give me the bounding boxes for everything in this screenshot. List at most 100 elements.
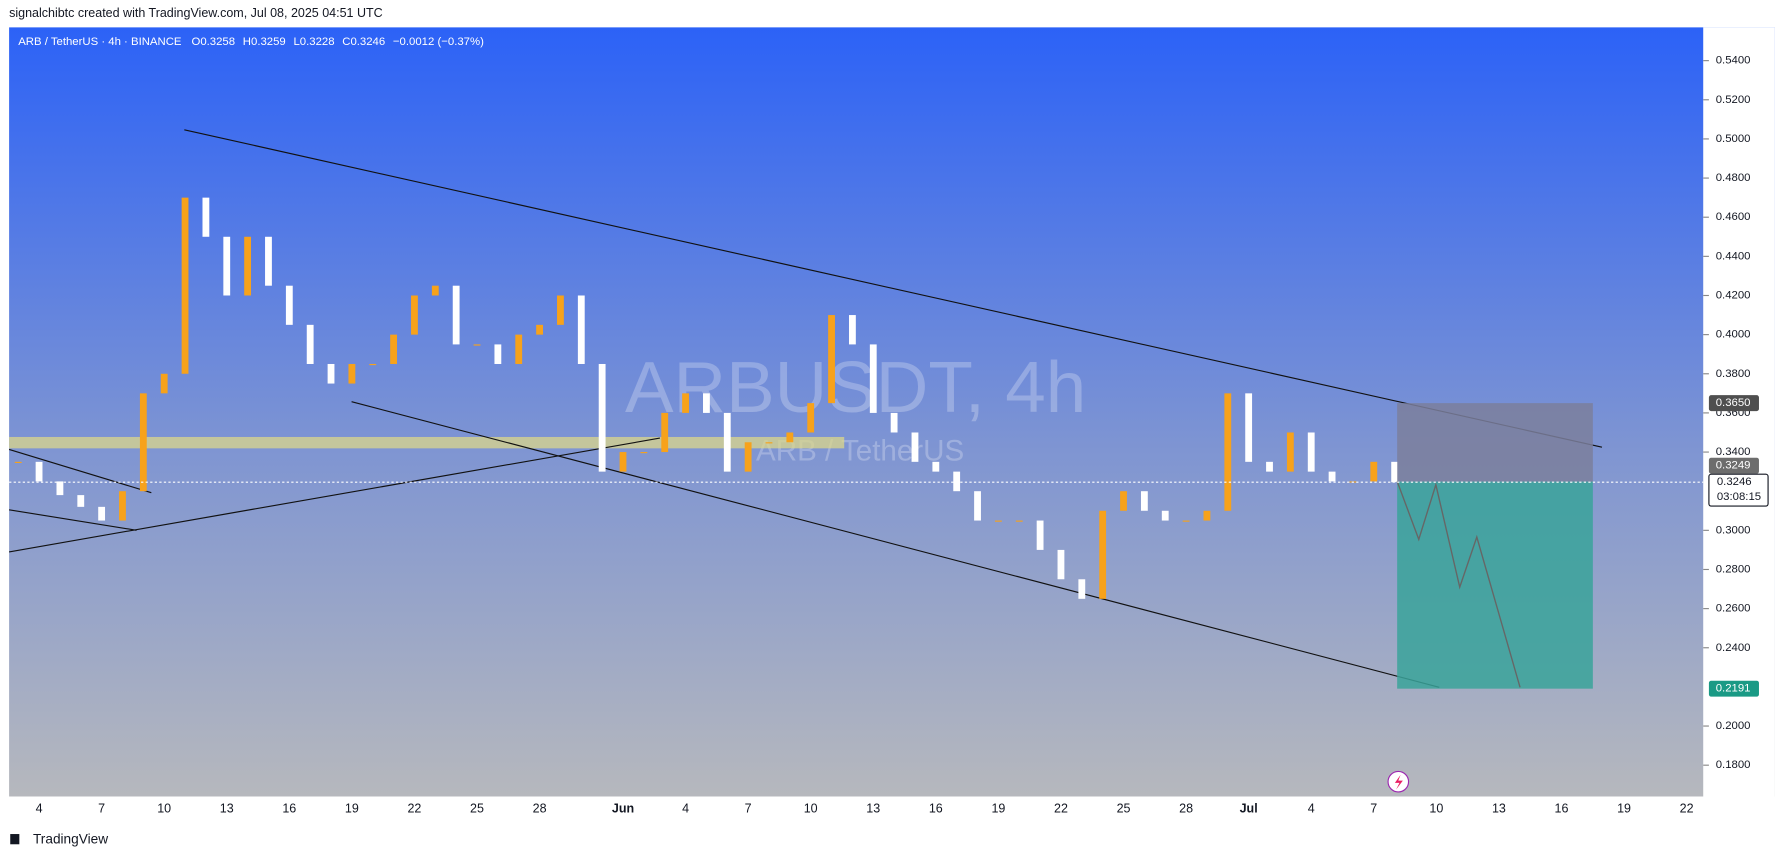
candle: [14, 461, 22, 463]
author-line: signalchibtc created with TradingView.co…: [9, 6, 383, 20]
x-tick-label: 4: [682, 801, 689, 815]
axes: 0.5400 0.5200 0.5000 0.4800 0.4600 0.4400 0.42…: [36, 55, 1769, 815]
x-tick-label: 22: [407, 801, 421, 815]
x-tick-label: Jun: [612, 801, 634, 815]
y-tick-label: 0.3000: [1716, 524, 1751, 536]
candle: [765, 442, 773, 444]
x-tick-label: 25: [470, 801, 484, 815]
x-tick-label: 22: [1054, 801, 1068, 815]
candle: [536, 324, 543, 335]
candle: [244, 236, 252, 296]
stop-zone: [1397, 403, 1593, 482]
candle: [828, 315, 835, 404]
target-zone: [1397, 481, 1593, 689]
x-tick-label: 16: [282, 801, 296, 815]
candle: [202, 197, 210, 237]
x-tick-label: 25: [1117, 801, 1131, 815]
candle: [1078, 579, 1086, 599]
x-tick-label: 10: [157, 801, 171, 815]
candle: [723, 412, 731, 472]
candle: [1015, 520, 1023, 522]
candle: [223, 236, 231, 296]
high: 0.3259: [251, 36, 286, 48]
target-label: 0.2191: [1716, 683, 1751, 695]
candle: [327, 363, 335, 384]
candle: [411, 295, 418, 335]
symbol: ARB / TetherUS · 4h · BINANCE: [18, 36, 182, 48]
time-axis: [9, 796, 1775, 824]
candle: [285, 285, 293, 325]
y-tick-label: 0.4200: [1716, 289, 1751, 301]
price-axis: [1703, 27, 1775, 797]
y-tick-label: 0.4000: [1716, 329, 1751, 341]
y-tick-label: 0.4400: [1716, 250, 1751, 262]
close-label: C: [342, 36, 350, 48]
last-price-label: 0.3246: [1717, 476, 1752, 488]
candle: [661, 412, 669, 453]
x-tick-label: 13: [220, 801, 234, 815]
channel-top: [184, 129, 1603, 448]
close: 0.3246: [350, 36, 385, 48]
candle: [869, 344, 877, 413]
x-tick-label: 7: [745, 801, 752, 815]
x-tick-label: 28: [533, 801, 547, 815]
open: 0.3258: [200, 36, 235, 48]
y-tick-label: 0.5200: [1716, 94, 1751, 106]
y-tick-label: 0.5400: [1716, 55, 1751, 67]
candle: [473, 344, 481, 346]
candle: [1266, 461, 1273, 472]
candle: [35, 461, 43, 482]
candle: [682, 393, 689, 413]
candle: [1245, 393, 1253, 462]
legend: ARB / TetherUS · 4h · BINANCE O0.3258 H0…: [18, 36, 484, 48]
x-tick-label: 4: [36, 801, 43, 815]
x-tick-label: 7: [1370, 801, 1377, 815]
y-tick-label: 0.4600: [1716, 211, 1751, 223]
y-tick-label: 0.4800: [1716, 172, 1751, 184]
candle: [890, 412, 898, 433]
candle: [994, 520, 1002, 522]
open-label: O: [191, 36, 200, 48]
entry-label-box: [1708, 457, 1759, 474]
candle: [494, 344, 502, 364]
alert-bolt: [1394, 774, 1403, 790]
candle: [974, 491, 981, 521]
candle: [953, 471, 961, 492]
candle: [1120, 491, 1127, 511]
candle: [1203, 510, 1211, 521]
candle: [431, 285, 439, 296]
x-tick-label: 19: [345, 801, 359, 815]
stop-label: 0.3650: [1716, 397, 1751, 409]
channel-bottom: [351, 401, 1440, 688]
candle: [1224, 393, 1232, 511]
candle: [1140, 491, 1148, 511]
countdown: 03:08:15: [1717, 491, 1761, 503]
y-tick-label: 0.2600: [1716, 603, 1751, 615]
x-tick-label: 7: [98, 801, 105, 815]
candle: [348, 363, 356, 384]
candle: [515, 334, 523, 364]
candle: [1391, 461, 1399, 483]
x-tick-label: 4: [1308, 801, 1315, 815]
candle: [557, 295, 564, 325]
rising-line: [9, 437, 660, 553]
x-tick-label: 19: [991, 801, 1005, 815]
x-tick-label: 16: [929, 801, 943, 815]
candle: [619, 452, 627, 472]
candle: [119, 491, 126, 521]
x-tick-label: 13: [866, 801, 880, 815]
y-tick-label: 0.2800: [1716, 563, 1751, 575]
candle: [1328, 471, 1336, 482]
candle: [1182, 520, 1190, 522]
x-tick-label: 13: [1492, 801, 1506, 815]
candle: [160, 373, 168, 394]
x-tick-label: 28: [1179, 801, 1193, 815]
y-tick-label: 0.3800: [1716, 368, 1751, 380]
watermark-symbol: ARBUSDT, 4h: [625, 347, 1086, 428]
candle: [598, 363, 606, 472]
x-tick-label: 19: [1617, 801, 1631, 815]
entry-label: 0.3249: [1716, 460, 1751, 472]
plot: [14, 197, 1399, 599]
candle: [932, 461, 940, 472]
